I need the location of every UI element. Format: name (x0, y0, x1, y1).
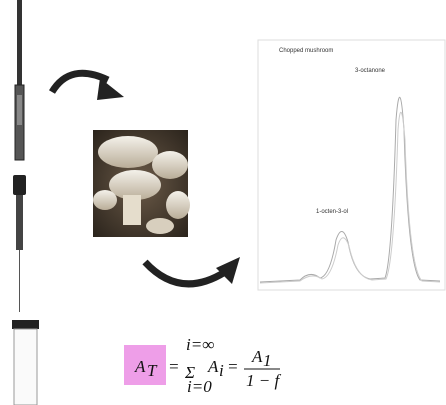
formula-text: 1 − f (246, 371, 281, 390)
chart-title: Chopped mushroom (279, 48, 333, 54)
formula-text: A (207, 357, 219, 376)
chromatogram: Chopped mushroom 3-octanone 1-octen-3-ol (257, 39, 446, 291)
formula-text: A (251, 347, 263, 366)
arrow (48, 69, 110, 94)
formula-text: T (147, 361, 158, 380)
formula-text: i (219, 361, 224, 380)
formula-text: Σ (184, 363, 195, 382)
spme-fiber (13, 0, 26, 312)
peak-label: 3-octanone (355, 68, 386, 74)
formula-text: A (134, 357, 146, 376)
formula-text: i=∞ (186, 335, 214, 354)
mushroom-photo (93, 130, 190, 237)
formula-text: 1 (263, 351, 272, 370)
arrow-head (97, 78, 124, 100)
formula-text: = (168, 357, 179, 376)
vial (12, 320, 39, 405)
formula-text: i=0 (187, 377, 212, 396)
arrow (142, 259, 227, 288)
arrow-head (216, 257, 240, 284)
peak-label: 1-octen-3-ol (316, 209, 348, 215)
formula-text: = (227, 357, 238, 376)
formula: A T = i=∞ Σ i=0 A i = A 1 1 − f (124, 335, 281, 396)
